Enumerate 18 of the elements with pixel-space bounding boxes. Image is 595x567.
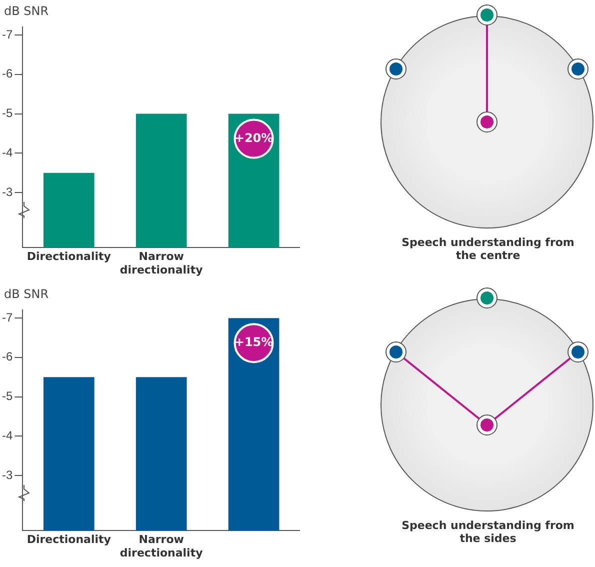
y-tick-label: -4 [2,428,13,442]
y-tick-label: -3 [2,184,13,199]
y-axis-title: dB SNR [4,287,49,301]
text: Speech understanding from the centre [400,236,576,262]
x-tick-label: Narrow directionality [120,250,203,276]
y-tick-label: -3 [2,468,13,482]
x-tick-label: Narrow directionality [120,533,203,560]
y-tick-label: -7 [2,310,13,324]
x-tick-label: Directionality [26,533,111,546]
y-tick-label: -6 [2,350,13,364]
y-tick-label: -5 [2,106,13,120]
y-tick-label: -4 [2,145,13,160]
y-tick-label: -5 [2,389,13,404]
y-tick-label: -7 [2,27,13,42]
x-tick-label: Directionality [26,250,111,264]
y-axis-title: dB SNR [4,4,49,18]
y-tick-label: -6 [2,66,13,81]
text: Speech understanding from the sides [400,519,576,545]
